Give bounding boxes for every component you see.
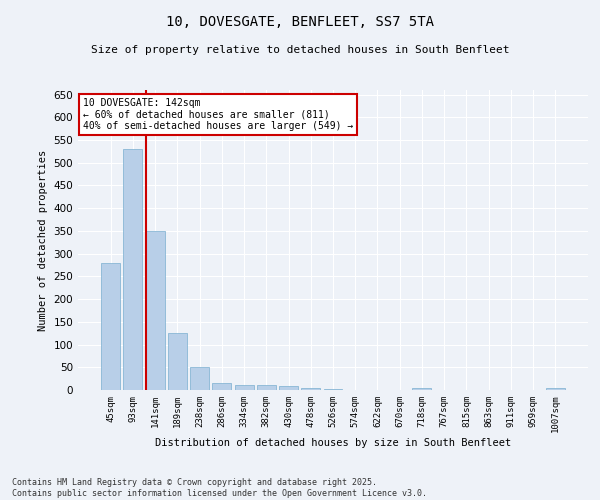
Bar <box>546 388 565 390</box>
Bar <box>212 383 231 390</box>
Bar <box>301 388 320 390</box>
Bar <box>235 386 254 390</box>
Bar <box>257 386 276 390</box>
Bar <box>124 149 142 390</box>
Bar <box>146 231 164 390</box>
Bar <box>101 262 120 390</box>
Bar <box>323 389 343 390</box>
Bar <box>190 368 209 390</box>
Y-axis label: Number of detached properties: Number of detached properties <box>38 150 48 330</box>
Text: Size of property relative to detached houses in South Benfleet: Size of property relative to detached ho… <box>91 45 509 55</box>
Text: Contains HM Land Registry data © Crown copyright and database right 2025.
Contai: Contains HM Land Registry data © Crown c… <box>12 478 427 498</box>
X-axis label: Distribution of detached houses by size in South Benfleet: Distribution of detached houses by size … <box>155 438 511 448</box>
Bar <box>412 388 431 390</box>
Text: 10, DOVESGATE, BENFLEET, SS7 5TA: 10, DOVESGATE, BENFLEET, SS7 5TA <box>166 15 434 29</box>
Text: 10 DOVESGATE: 142sqm
← 60% of detached houses are smaller (811)
40% of semi-deta: 10 DOVESGATE: 142sqm ← 60% of detached h… <box>83 98 353 130</box>
Bar <box>168 333 187 390</box>
Bar <box>279 386 298 390</box>
